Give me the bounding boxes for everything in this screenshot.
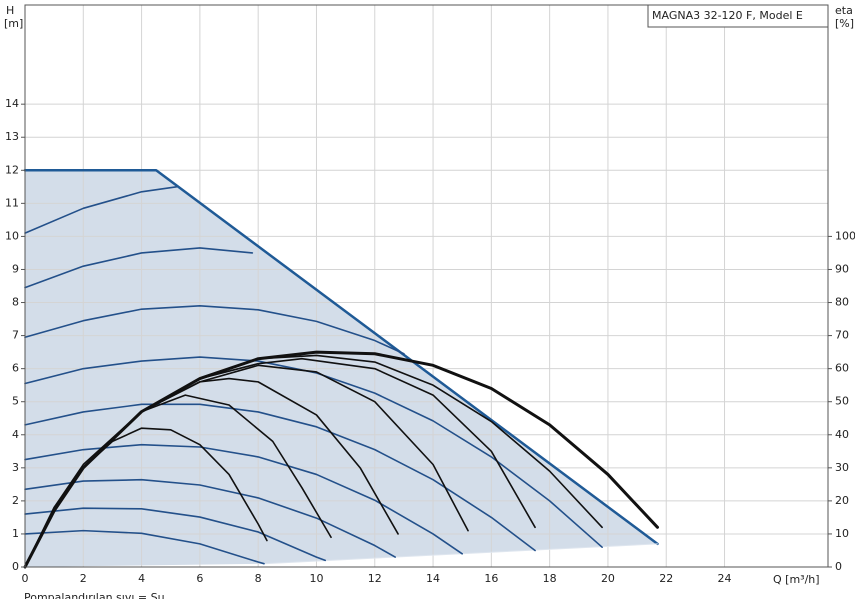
curve (24, 356, 603, 548)
y-tick-label: 12 (5, 163, 19, 176)
y2-tick-label: 90 (835, 262, 849, 275)
y-tick-label: 6 (12, 362, 19, 375)
curve (24, 305, 405, 355)
curve (23, 350, 659, 569)
y-unit: [m] (4, 17, 23, 30)
y-tick-label: 4 (12, 428, 19, 441)
y-tick-label: 0 (12, 560, 19, 573)
x-tick-label: 22 (659, 572, 673, 585)
y2-unit: [%] (835, 17, 854, 30)
y-tick-label: 1 (12, 527, 19, 540)
x-tick-label: 12 (368, 572, 382, 585)
curve (24, 186, 178, 234)
y-tick-label: 3 (12, 461, 19, 474)
curve (24, 394, 332, 568)
y2-tick-label: 20 (835, 494, 849, 507)
chart-title: MAGNA3 32-120 F, Model E (652, 9, 803, 22)
y2-tick-label: 80 (835, 296, 849, 309)
x-tick-label: 8 (255, 572, 262, 585)
y-tick-label: 9 (12, 262, 19, 275)
curve (24, 247, 254, 289)
y-tick-label: 13 (5, 130, 19, 143)
y2-tick-label: 60 (835, 362, 849, 375)
y2-tick-label: 50 (835, 395, 849, 408)
x-tick-label: 16 (484, 572, 498, 585)
y2-tick-label: 100 (835, 229, 855, 242)
x-tick-label: 4 (138, 572, 145, 585)
x-tick-label: 2 (80, 572, 87, 585)
y2-tick-label: 40 (835, 428, 849, 441)
y-tick-label: 10 (5, 229, 19, 242)
curve (24, 507, 327, 562)
x-tick-label: 24 (718, 572, 732, 585)
plot-frame (24, 4, 829, 568)
y-tick-label: 2 (12, 494, 19, 507)
y-label: H (6, 4, 14, 17)
x-tick-label: 6 (196, 572, 203, 585)
y-tick-label: 5 (12, 395, 19, 408)
x-tick-label: 10 (309, 572, 323, 585)
y-tick-label: 7 (12, 329, 19, 342)
x-label: Q [m³/h] (773, 573, 820, 586)
curve (24, 403, 536, 552)
y2-label: eta (835, 4, 853, 17)
title-box (647, 4, 829, 28)
curve (24, 478, 396, 558)
y2-tick-label: 0 (835, 560, 842, 573)
x-tick-label: 18 (543, 572, 557, 585)
y-tick-label: 8 (12, 296, 19, 309)
x-tick-label: 20 (601, 572, 615, 585)
plot (23, 5, 828, 569)
x-tick-label: 14 (426, 572, 440, 585)
curve (23, 169, 659, 546)
y2-tick-label: 10 (835, 527, 849, 540)
footnote: Pompalandırılan sıvı = Su (24, 591, 165, 599)
y-tick-label: 14 (5, 97, 19, 110)
x-tick-label: 0 (22, 572, 29, 585)
curve (263, 543, 658, 565)
curve (24, 529, 265, 565)
y2-tick-label: 30 (835, 461, 849, 474)
y2-tick-label: 70 (835, 329, 849, 342)
y-tick-label: 11 (5, 196, 19, 209)
